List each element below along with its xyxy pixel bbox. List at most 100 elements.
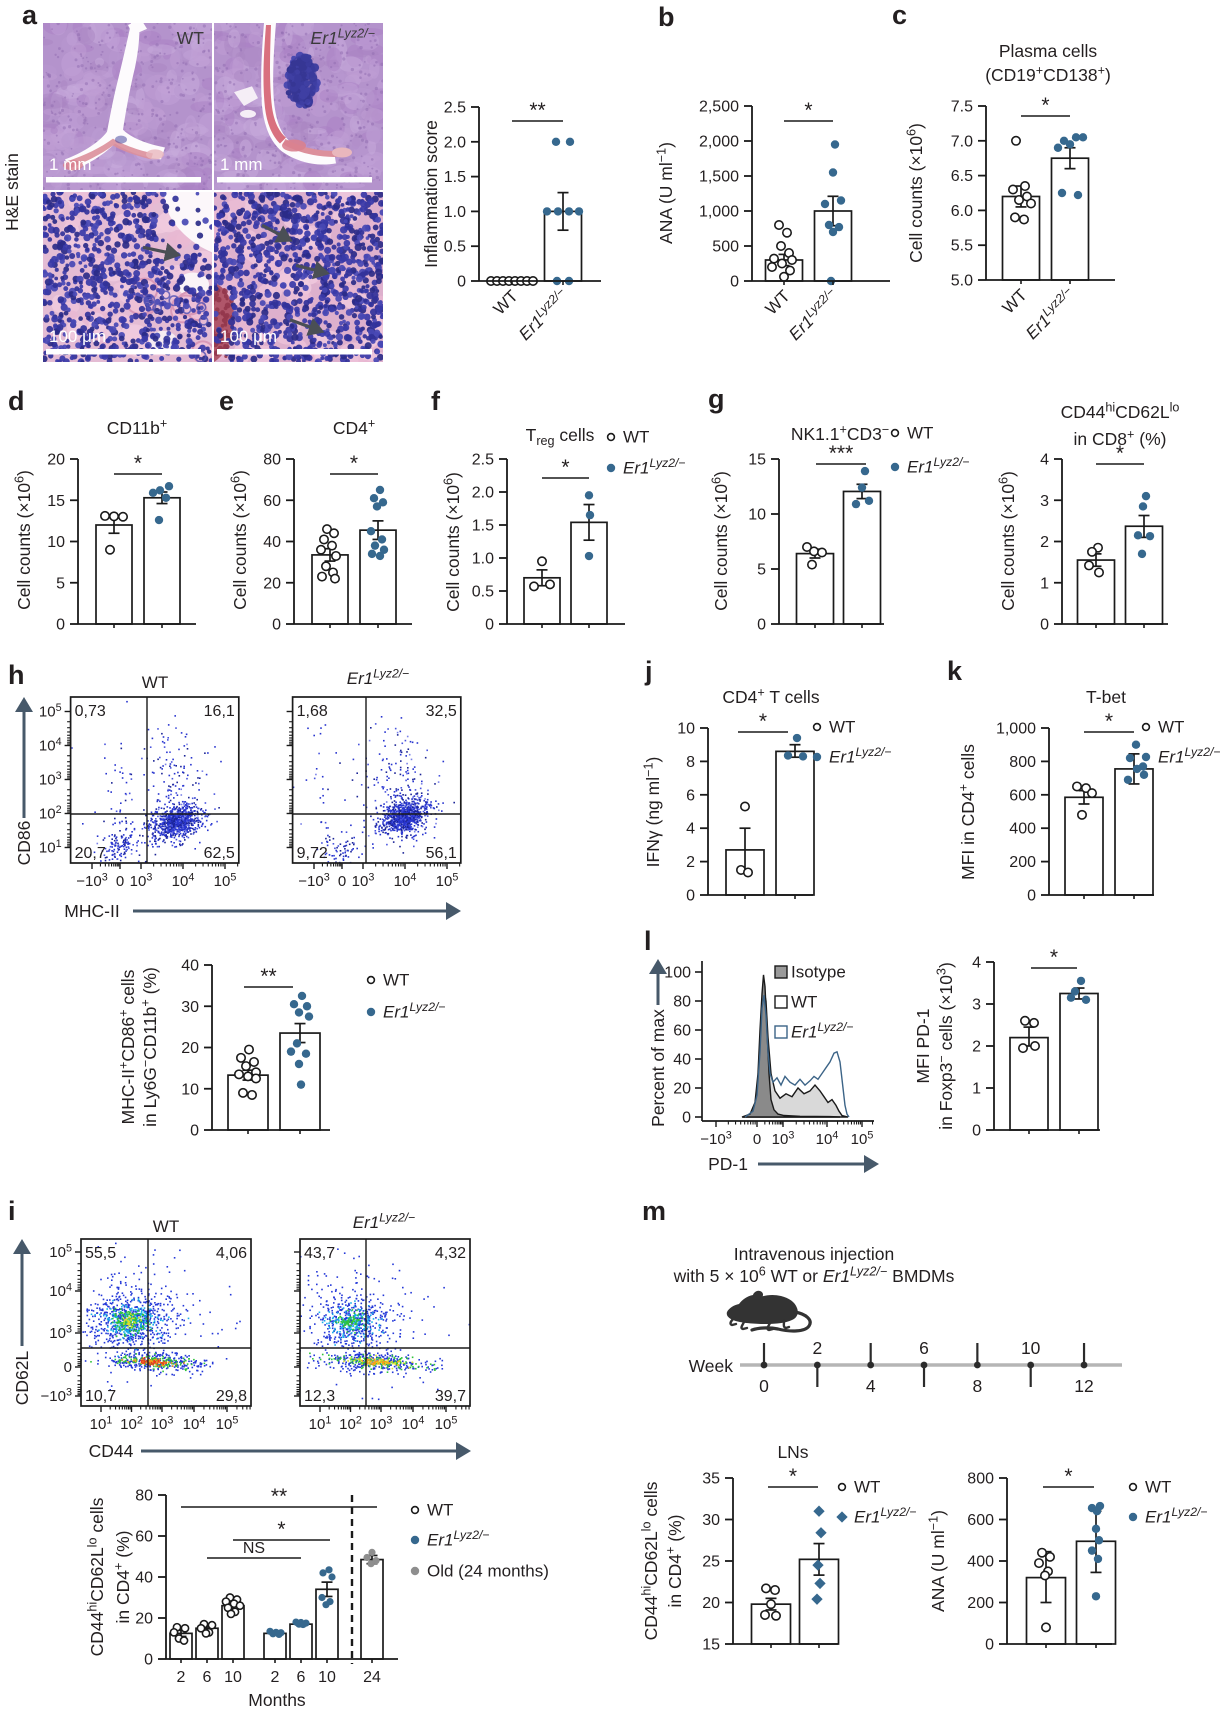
x-tick-label: 2 bbox=[177, 1669, 186, 1686]
data-point-wt bbox=[330, 550, 341, 561]
y-tick-label: 30 bbox=[702, 1512, 720, 1529]
x-tick-label: 101 bbox=[309, 1414, 332, 1433]
data-point-wt bbox=[241, 1061, 252, 1072]
data-point-ko bbox=[553, 207, 563, 216]
data-point-wt bbox=[201, 1628, 211, 1638]
timeline-caption: with 5 × 106 WT or Er1Lyz2/− BMDMs bbox=[673, 1264, 955, 1286]
legend-label: WT bbox=[1158, 718, 1184, 737]
y-axis-label: CD86 bbox=[14, 821, 34, 866]
bar bbox=[360, 1558, 384, 1660]
data-point-wt bbox=[768, 253, 779, 264]
y-tick-label: 0 bbox=[682, 1110, 691, 1127]
y-tick-label: 600 bbox=[1009, 787, 1036, 804]
data-point-ko bbox=[1070, 987, 1080, 996]
y-tick-label: 2,000 bbox=[699, 134, 739, 151]
x-tick-label: 105 bbox=[216, 1414, 239, 1433]
quadrant-value: 16,1 bbox=[204, 703, 235, 720]
data-point-wt bbox=[318, 534, 329, 545]
quadrant-value: 20,7 bbox=[75, 845, 106, 862]
data-point-ko-diamond bbox=[836, 1511, 848, 1523]
data-point-ko bbox=[864, 496, 874, 505]
bar bbox=[1059, 992, 1099, 1131]
data-point-ko bbox=[410, 1535, 420, 1545]
x-tick-label: 103 bbox=[151, 1414, 174, 1433]
y-tick-label: 4 bbox=[972, 955, 981, 972]
x-tick-label: 104 bbox=[402, 1414, 425, 1433]
y-tick-label: 10 bbox=[47, 534, 65, 551]
data-point-wt bbox=[1072, 781, 1083, 792]
bar bbox=[1064, 796, 1104, 896]
y-tick-label: 103 bbox=[49, 1323, 72, 1342]
data-point-wt bbox=[1040, 1570, 1051, 1581]
flow-plot-title: WT bbox=[142, 673, 168, 692]
data-point-wt bbox=[316, 571, 327, 582]
data-point-ko bbox=[1132, 764, 1142, 774]
chart-m-ana: 0 200 400 600 800 ANA (U ml−1) * WT Er1Lyz2/− bbox=[926, 1465, 1207, 1654]
bar bbox=[95, 524, 133, 625]
data-point-ko-diamond bbox=[811, 1593, 823, 1605]
significance-label: * bbox=[1116, 442, 1124, 465]
timeline-week-number: 4 bbox=[866, 1376, 876, 1396]
x-axis-label: CD44 bbox=[89, 1441, 134, 1461]
quadrant-value: 12,3 bbox=[304, 1388, 335, 1405]
bar bbox=[227, 1074, 269, 1131]
y-axis-label: ANA (U ml−1) bbox=[654, 142, 676, 244]
y-tick-label: 0 bbox=[64, 1359, 72, 1376]
quadrant-value: 4,32 bbox=[435, 1245, 466, 1262]
y-tick-label: 60 bbox=[263, 493, 281, 510]
y-tick-label: 1,500 bbox=[699, 169, 739, 186]
data-point-wt bbox=[1018, 214, 1029, 225]
data-point-wt bbox=[808, 546, 819, 557]
x-tick-label: 0 bbox=[338, 873, 346, 890]
data-point-ko-diamond bbox=[815, 1527, 827, 1539]
data-point-wt bbox=[234, 1069, 245, 1080]
y-tick-label: 0 bbox=[757, 617, 766, 634]
data-point-wt bbox=[1009, 212, 1020, 223]
scale-bar-label: 100 μm bbox=[220, 327, 277, 346]
data-point-ko bbox=[286, 1047, 296, 1056]
x-axis-label: Months bbox=[248, 1690, 306, 1710]
x-tick-label: WT bbox=[999, 285, 1031, 317]
y-tick-label: 80 bbox=[673, 994, 691, 1011]
scale-bar bbox=[217, 349, 372, 355]
legend-label: WT bbox=[854, 1478, 880, 1497]
data-point-ko bbox=[372, 502, 382, 511]
y-tick-label: 0 bbox=[190, 1123, 199, 1140]
significance-label: * bbox=[1064, 1465, 1072, 1488]
histology-ko-closeup: 100 μm bbox=[214, 192, 383, 362]
bar bbox=[775, 750, 815, 896]
y-axis-label: CD44hiCD62Llo cells bbox=[85, 1497, 107, 1656]
data-point-wt bbox=[100, 510, 111, 521]
data-point-wt bbox=[196, 1623, 206, 1633]
data-point-wt bbox=[1013, 194, 1024, 205]
data-point-ko bbox=[792, 733, 802, 743]
y-axis-label: MHC-II+CD86+ cells bbox=[116, 969, 138, 1124]
y-tick-label: 0 bbox=[972, 1123, 981, 1140]
data-point-ko bbox=[1071, 133, 1081, 142]
x-tick-label: 0 bbox=[753, 1131, 761, 1148]
y-tick-label: 200 bbox=[1009, 854, 1036, 871]
data-point-wt bbox=[784, 265, 795, 276]
y-tick-label: 20 bbox=[135, 1611, 153, 1628]
data-point-ko bbox=[377, 535, 387, 544]
x-tick-label: 10 bbox=[224, 1669, 242, 1686]
y-axis-label: in Ly6G−CD11b+ (%) bbox=[138, 967, 160, 1127]
data-point-ko bbox=[318, 1593, 326, 1602]
data-point-wt bbox=[742, 867, 753, 878]
legend-label: Er1Lyz2/− bbox=[427, 1528, 490, 1549]
data-point-ko bbox=[1131, 740, 1141, 749]
data-point-ko bbox=[1137, 549, 1147, 559]
y-tick-label: 20 bbox=[47, 452, 65, 469]
scale-bar-label: 1 mm bbox=[49, 155, 92, 174]
data-point-wt bbox=[770, 1610, 781, 1621]
data-point-wt bbox=[366, 975, 376, 985]
y-tick-label: 1 bbox=[972, 1081, 981, 1098]
legend-label: WT bbox=[907, 424, 933, 443]
data-point-wt bbox=[765, 1599, 776, 1610]
data-point-wt bbox=[1029, 1017, 1040, 1028]
chart-h-flow: 0,73 16,1 20,7 62,5 WT 105 104 103 102 101 −103 0 10… bbox=[14, 667, 462, 921]
data-point-wt bbox=[320, 561, 331, 572]
data-point-ko bbox=[542, 207, 552, 216]
data-point-ko bbox=[834, 222, 844, 232]
